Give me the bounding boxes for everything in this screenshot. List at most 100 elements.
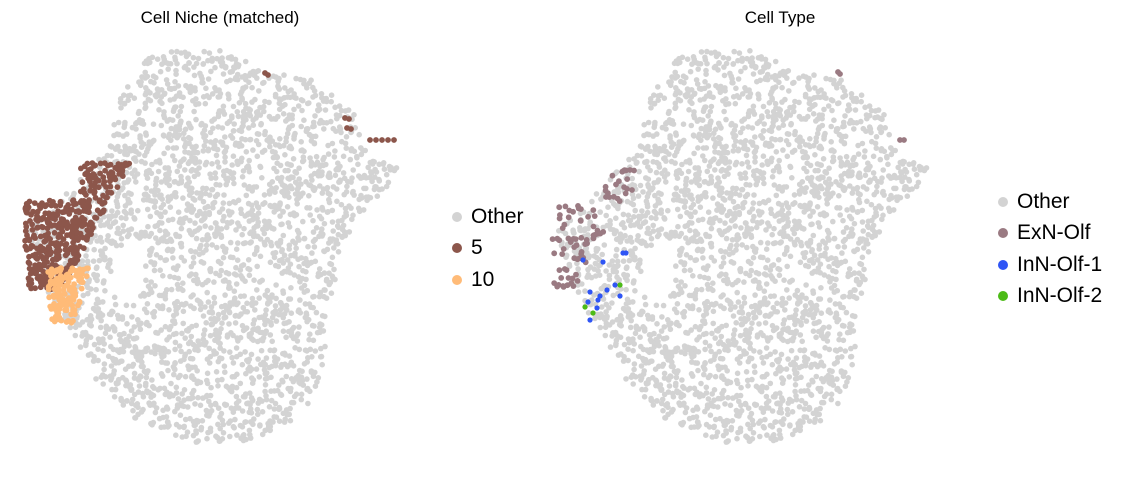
right-other-type-point xyxy=(607,344,614,350)
right-other-type-point xyxy=(784,406,791,413)
right-other-type-point xyxy=(833,276,839,283)
right-other-type-point xyxy=(821,136,827,142)
left-other-point xyxy=(241,182,248,188)
right-other-type-point xyxy=(802,249,809,256)
right-other-type-point xyxy=(756,283,762,290)
left-other-point xyxy=(166,307,172,313)
left-other-point xyxy=(208,225,214,231)
right-other-type-point xyxy=(791,147,798,154)
left-other-point xyxy=(167,204,174,210)
right-other-type-point xyxy=(631,341,637,347)
right-other-type-point xyxy=(678,259,684,265)
right-other-type-point xyxy=(799,338,805,345)
left-other-point xyxy=(131,324,138,330)
right-other-type-point xyxy=(723,430,729,436)
right-other-type-point xyxy=(772,326,778,333)
right-other-type-point xyxy=(721,108,727,115)
right-other-type-point xyxy=(811,72,817,78)
right-other-type-point xyxy=(778,395,785,401)
right-other-type-point xyxy=(733,138,739,144)
right-other-type-point xyxy=(831,361,838,367)
right-other-type-point xyxy=(743,433,749,440)
left-other-point xyxy=(187,89,194,96)
left-other-point xyxy=(332,172,339,179)
left-other-point xyxy=(197,70,203,77)
right-other-type-point xyxy=(708,348,714,355)
right-other-type-point xyxy=(689,303,696,309)
left-other-point xyxy=(220,243,226,250)
right-other-type-point xyxy=(676,55,682,62)
left-other-point xyxy=(220,254,227,261)
right-other-type-point xyxy=(784,287,790,293)
right-other-type-point xyxy=(724,280,731,287)
right-other-type-point xyxy=(620,211,627,218)
right-other-type-point xyxy=(711,387,718,393)
right-other-type-point xyxy=(848,345,854,352)
left-other-point xyxy=(123,215,129,222)
right-other-type-point xyxy=(846,266,853,272)
right-other-type-point xyxy=(848,91,855,97)
right-other-type-point xyxy=(861,154,868,160)
left-other-point xyxy=(280,260,287,266)
right-other-type-point xyxy=(776,157,782,164)
right-other-type-point xyxy=(631,361,638,367)
right-other-type-point xyxy=(828,139,834,145)
right-other-type-point xyxy=(862,172,869,179)
right-other-type-point xyxy=(752,292,758,298)
left-other-point xyxy=(186,192,193,198)
left-other-point xyxy=(321,220,328,227)
right-other-type-point xyxy=(864,198,870,205)
right-other-type-point xyxy=(786,131,792,137)
right-other-type-point xyxy=(820,156,827,162)
right-other-type-point xyxy=(829,107,835,114)
left-other-point xyxy=(217,48,223,54)
right-other-type-point xyxy=(745,383,751,389)
left-other-point xyxy=(155,168,162,175)
left-other-point xyxy=(331,245,337,251)
right-other-type-point xyxy=(628,200,634,206)
left-other-point xyxy=(188,333,195,340)
right-other-type-point xyxy=(747,48,753,54)
right-other-type-point xyxy=(637,334,643,341)
right-other-type-point xyxy=(745,311,752,318)
left-other-point xyxy=(182,373,189,380)
right-other-type-point xyxy=(676,322,682,329)
right-other-type-point xyxy=(911,166,918,172)
right-other-type-point xyxy=(681,385,687,391)
right-other-type-point xyxy=(844,207,850,213)
right-other-type-point xyxy=(835,243,841,250)
right-other-type-point xyxy=(668,144,675,150)
left-other-point xyxy=(219,376,225,383)
right-other-type-point xyxy=(719,356,726,362)
right-other-type-point xyxy=(913,171,920,178)
left-other-point xyxy=(268,374,274,381)
right-other-type-point xyxy=(689,61,695,67)
left-other-point xyxy=(161,150,167,157)
right-other-type-point xyxy=(674,73,681,80)
left-other-point xyxy=(203,242,210,249)
right-other-type-point xyxy=(757,254,764,260)
right-other-type-point xyxy=(673,263,679,269)
right-other-type-point xyxy=(865,224,872,231)
left-other-point xyxy=(63,191,70,197)
right-other-type-point xyxy=(592,260,599,267)
left-other-point xyxy=(203,320,209,326)
right-other-type-point xyxy=(718,248,724,255)
left-other-point xyxy=(195,338,201,344)
right-other-type-point xyxy=(613,342,619,349)
left-other-point xyxy=(258,347,265,354)
left-other-point xyxy=(329,219,336,225)
right-other-type-point xyxy=(760,175,767,182)
right-other-type-point xyxy=(761,271,768,277)
left-other-point xyxy=(296,324,302,330)
left-other-point xyxy=(180,220,186,226)
right-other-type-point xyxy=(753,383,760,390)
right-other-type-point xyxy=(733,159,740,166)
right-other-type-point xyxy=(709,330,715,337)
right-other-type-point xyxy=(796,75,802,81)
right-other-type-point xyxy=(830,218,836,225)
left-other-point xyxy=(308,159,315,166)
right-other-type-point xyxy=(752,369,758,376)
right-other-type-point xyxy=(727,70,733,77)
right-other-type-point xyxy=(655,93,662,99)
